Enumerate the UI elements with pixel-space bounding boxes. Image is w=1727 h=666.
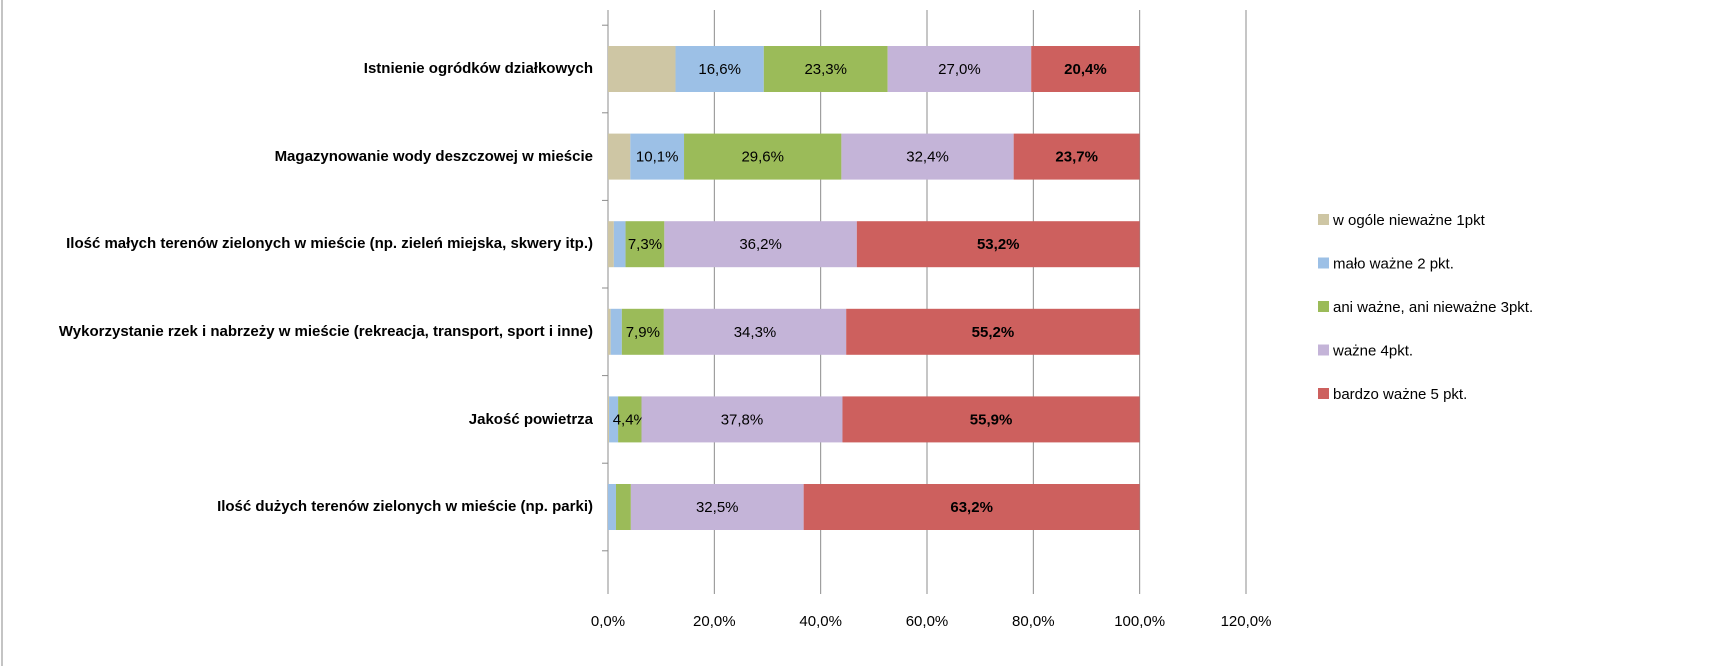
- x-tick-label: 120,0%: [1221, 613, 1272, 630]
- bar-segment: [684, 133, 842, 180]
- bar-segment: [887, 46, 1032, 92]
- category-label-box: Jakość powietrza: [468, 410, 593, 428]
- legend-label: w ogóle nieważne 1pkt: [1332, 212, 1486, 229]
- data-label: 20,4%: [1064, 61, 1107, 78]
- bar-segment: [608, 221, 614, 268]
- data-label: 23,7%: [1055, 149, 1098, 166]
- legend-label: ani ważne, ani nieważne 3pkt.: [1333, 299, 1533, 316]
- bar-segment: [608, 46, 676, 92]
- bar-segment: [613, 221, 626, 268]
- legend-label: ważne 4pkt.: [1332, 342, 1413, 359]
- data-label: 36,2%: [739, 236, 782, 253]
- legend-swatch: [1318, 344, 1329, 356]
- x-tick-label: 60,0%: [906, 613, 949, 630]
- category-label: Istnienie ogródków działkowych: [363, 60, 593, 78]
- bar-segment: [675, 46, 764, 92]
- x-tick-label: 80,0%: [1012, 613, 1055, 630]
- data-label: 10,1%: [636, 149, 679, 166]
- bar-segment: [803, 484, 1140, 530]
- data-label: 32,4%: [906, 149, 949, 166]
- bar-segment: [618, 396, 642, 443]
- category-label: Jakość powietrza: [468, 410, 593, 428]
- legend-label: mało ważne 2 pkt.: [1333, 255, 1454, 272]
- bar-segment: [856, 221, 1140, 268]
- x-tick-label: 100,0%: [1114, 613, 1165, 630]
- data-label: 16,6%: [698, 61, 741, 78]
- category-label: Ilość dużych terenów zielonych w mieście…: [217, 498, 593, 516]
- bar-segment: [610, 308, 622, 355]
- bar-segment: [608, 308, 611, 355]
- data-label: 23,3%: [804, 61, 847, 78]
- bar-segment: [663, 308, 847, 355]
- bar-segment: [664, 221, 857, 268]
- bar-segment: [630, 484, 804, 530]
- bar-segment: [641, 396, 843, 443]
- category-label-box: Ilość małych terenów zielonych w mieście…: [66, 235, 593, 253]
- legend-swatch: [1318, 388, 1329, 399]
- category-label: Ilość małych terenów zielonych w mieście…: [66, 235, 593, 253]
- data-label: 27,0%: [938, 61, 981, 78]
- data-label: 37,8%: [721, 411, 764, 428]
- data-label: 63,2%: [950, 499, 993, 516]
- bar-segment: [841, 133, 1014, 180]
- bar-segment: [608, 484, 616, 530]
- x-tick-label: 40,0%: [799, 613, 842, 630]
- bar-segment: [621, 308, 664, 355]
- bar-segment: [846, 308, 1140, 355]
- bar-segment: [1031, 46, 1140, 92]
- legend-swatch: [1318, 301, 1329, 312]
- data-label: 4,4%: [613, 411, 647, 428]
- legend-label: bardzo ważne 5 pkt.: [1333, 386, 1467, 403]
- category-label: Magazynowanie wody deszczowej w mieście: [274, 147, 593, 165]
- bar-segment: [608, 396, 610, 443]
- bar-segment: [630, 133, 685, 180]
- category-label-box: Magazynowanie wody deszczowej w mieście: [274, 147, 593, 165]
- x-tick-label: 20,0%: [693, 613, 736, 630]
- data-label: 55,9%: [970, 411, 1013, 428]
- category-label-box: Ilość dużych terenów zielonych w mieście…: [217, 498, 593, 516]
- data-label: 7,3%: [628, 236, 662, 253]
- bar-segment: [625, 221, 665, 268]
- bar-segment: [1013, 133, 1140, 180]
- data-label: 32,5%: [696, 499, 739, 516]
- bar-segment: [615, 484, 631, 530]
- legend-swatch: [1318, 257, 1329, 269]
- data-label: 29,6%: [741, 149, 784, 166]
- data-label: 7,9%: [626, 324, 660, 341]
- category-label-box: Istnienie ogródków działkowych: [363, 60, 593, 78]
- bar-segment: [763, 46, 888, 92]
- data-label: 34,3%: [734, 324, 777, 341]
- category-label-box: Wykorzystanie rzek i nabrzeży w mieście …: [58, 322, 593, 340]
- data-label: 55,2%: [972, 324, 1015, 341]
- data-label: 53,2%: [977, 236, 1020, 253]
- category-label: Wykorzystanie rzek i nabrzeży w mieście …: [58, 322, 593, 340]
- bar-segment: [609, 396, 619, 443]
- bar-segment: [608, 133, 631, 180]
- legend-swatch: [1318, 214, 1329, 225]
- x-tick-label: 0,0%: [591, 613, 625, 630]
- bar-segment: [842, 396, 1140, 443]
